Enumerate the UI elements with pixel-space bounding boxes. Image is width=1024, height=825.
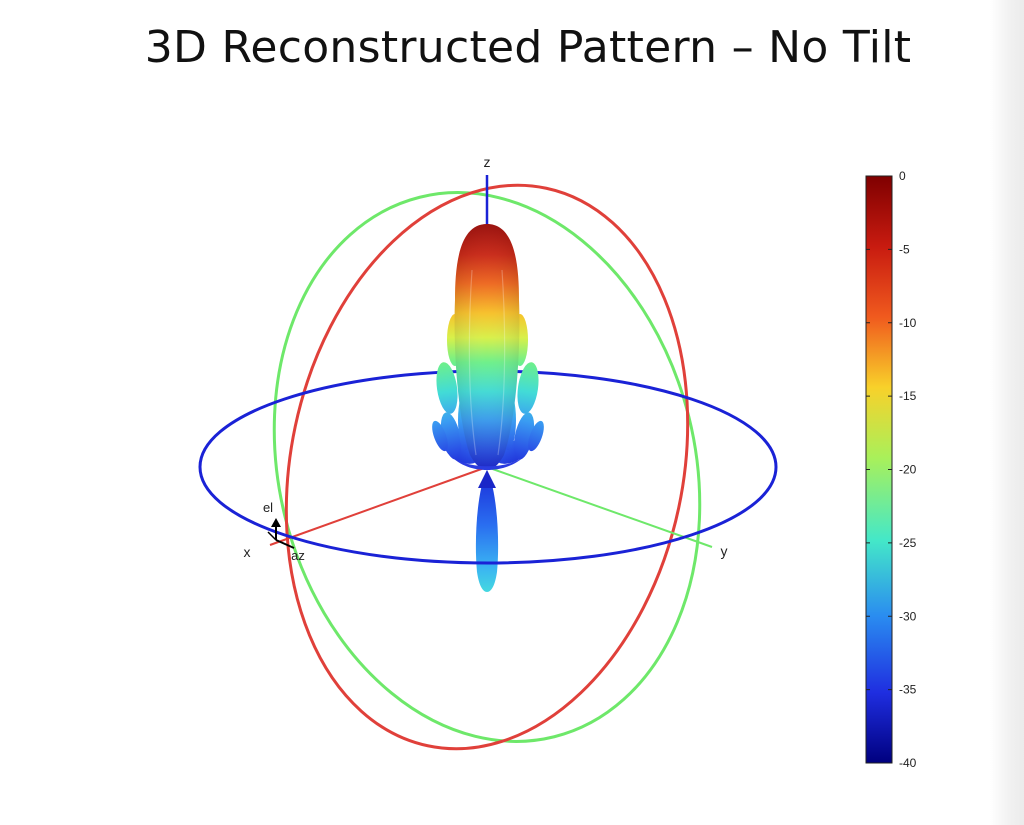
x-axis-line (269, 466, 488, 546)
base-fan (450, 455, 526, 470)
colorbar: 0 -5 -10 -15 -20 -25 -30 -35 -40 (865, 169, 917, 770)
x-axis-label: x (244, 544, 251, 560)
radiation-pattern (432, 224, 544, 592)
great-circles (272, 183, 702, 751)
colorbar-tick-label: -25 (899, 536, 917, 550)
back-lobe-arrow (478, 470, 496, 488)
colorbar-fill (865, 175, 893, 764)
colorbar-tick-label: -5 (899, 242, 910, 256)
z-axis-label: z (484, 154, 491, 170)
el-label: el (263, 500, 273, 515)
colorbar-tick-label: -20 (899, 463, 917, 477)
y-axis-line (486, 466, 713, 548)
colorbar-tick-label: -40 (899, 756, 917, 770)
colorbar-tick-label: -35 (899, 683, 917, 697)
colorbar-tick-label: -30 (899, 609, 917, 623)
colorbar-tick-label: -10 (899, 316, 917, 330)
colorbar-tick-label: -15 (899, 389, 917, 403)
axis-lines (269, 175, 713, 548)
colorbar-tick-label: 0 (899, 169, 906, 183)
page-title: 3D Reconstructed Pattern – No Tilt (144, 22, 912, 73)
great-circle-xz (284, 183, 690, 751)
great-circle-xy-front (198, 466, 778, 565)
y-axis-label: y (721, 543, 728, 559)
az-el-triad (267, 518, 295, 549)
slide-edge (990, 0, 1024, 825)
back-lobe (475, 470, 499, 592)
az-label: az (291, 548, 305, 563)
colorbar-ticks: 0 -5 -10 -15 -20 -25 -30 -35 -40 (866, 169, 917, 770)
